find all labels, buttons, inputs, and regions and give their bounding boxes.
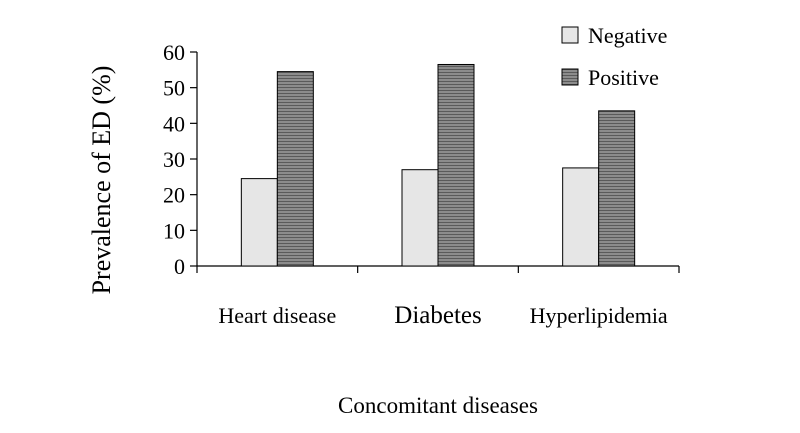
category-label-0: Heart disease — [218, 303, 336, 328]
legend-label-negative: Negative — [588, 23, 667, 48]
y-axis-title: Prevalence of ED (%) — [87, 66, 116, 295]
bar-positive-2 — [598, 110, 636, 267]
y-tick-label-30: 30 — [163, 147, 185, 172]
y-tick-label-0: 0 — [174, 254, 185, 279]
y-tick-label-10: 10 — [163, 218, 185, 243]
legend-label-positive: Positive — [588, 65, 659, 90]
legend-swatch-negative — [561, 26, 579, 44]
category-label-1: Diabetes — [394, 302, 481, 329]
bar-positive-0 — [276, 71, 314, 267]
y-axis: 0 10 20 30 40 50 60 — [163, 40, 198, 279]
y-tick-label-20: 20 — [163, 183, 185, 208]
y-tick-label-40: 40 — [163, 111, 185, 136]
legend-item-positive: Positive — [561, 65, 659, 90]
bar-positive-1 — [437, 63, 475, 267]
legend-swatch-positive — [561, 68, 579, 86]
legend-item-negative: Negative — [561, 23, 667, 48]
x-axis-ticks — [196, 266, 680, 273]
category-labels: Heart disease Diabetes Hyperlipidemia — [218, 302, 668, 329]
y-tick-label-50: 50 — [163, 76, 185, 101]
x-axis-title: Concomitant diseases — [338, 393, 538, 418]
x-axis — [196, 265, 680, 273]
y-tick-label-60: 60 — [163, 40, 185, 65]
bars — [240, 63, 636, 267]
y-axis-ticks: 0 10 20 30 40 50 60 — [163, 40, 197, 279]
bar-negative-0 — [240, 178, 278, 267]
legend: Negative Positive — [561, 23, 667, 90]
category-label-2: Hyperlipidemia — [530, 303, 668, 328]
bar-negative-2 — [562, 167, 600, 267]
bar-negative-1 — [401, 169, 439, 267]
